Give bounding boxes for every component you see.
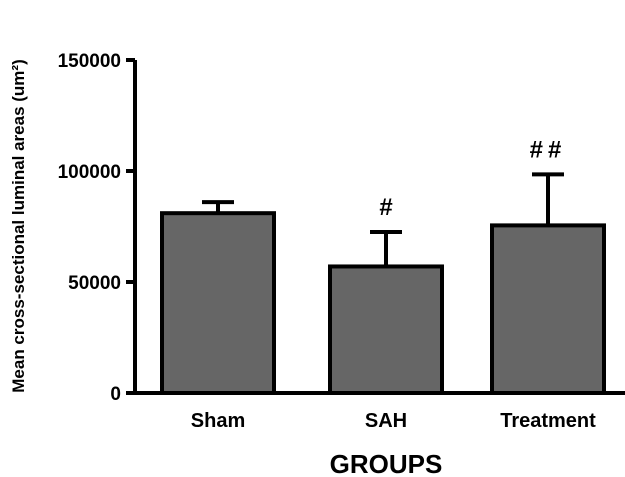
bar-sham: [160, 211, 276, 395]
y-axis-title: Mean cross-sectional luminal areas (um²): [9, 59, 28, 393]
x-axis-title: GROUPS: [330, 449, 443, 477]
y-tick-label: 0: [110, 384, 121, 405]
bar-treatment: [490, 223, 606, 395]
y-tick-label: 100000: [58, 162, 121, 183]
axes-group: [133, 60, 625, 395]
significance-marker: #: [379, 194, 392, 221]
x-category-label: Sham: [191, 410, 245, 432]
y-tick-label: 150000: [58, 51, 121, 72]
x-labels-group: Sham SAH Treatment: [191, 410, 596, 432]
y-tick-label: 50000: [68, 273, 121, 294]
bar-sah: [328, 264, 444, 395]
y-ticks-group: 0 50000 100000 150000: [58, 51, 135, 405]
x-category-label: Treatment: [500, 410, 596, 432]
x-category-label: SAH: [365, 410, 407, 432]
bars-group: ###: [160, 136, 606, 395]
significance-marker: ##: [530, 136, 567, 163]
